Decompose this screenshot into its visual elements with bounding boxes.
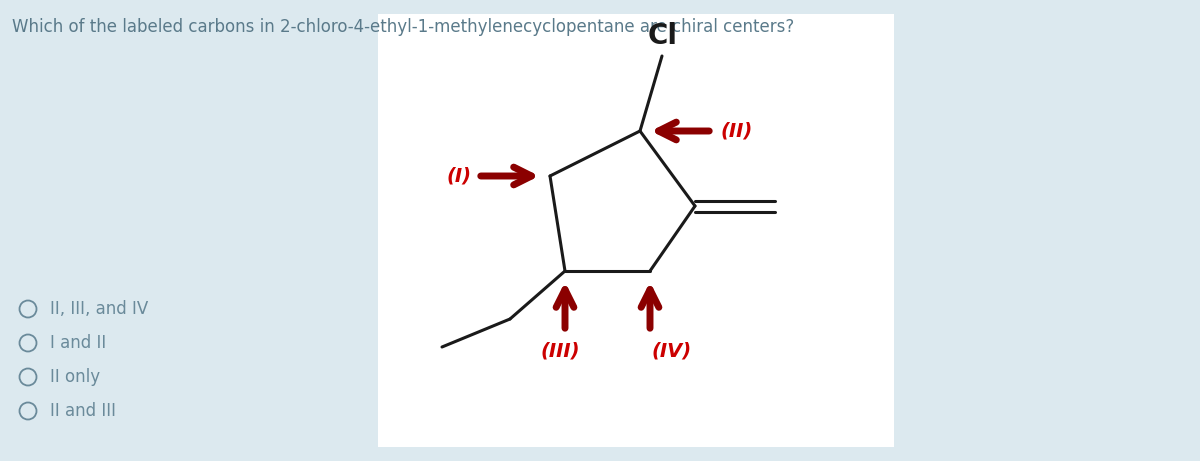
Text: II, III, and IV: II, III, and IV (50, 300, 149, 318)
Text: II only: II only (50, 368, 100, 386)
Text: Cl: Cl (648, 22, 678, 50)
Text: I and II: I and II (50, 334, 107, 352)
Text: (I): (I) (446, 166, 472, 185)
Text: (II): (II) (720, 122, 752, 141)
Text: (IV): (IV) (652, 341, 692, 360)
Text: II and III: II and III (50, 402, 116, 420)
Text: (III): (III) (540, 341, 580, 360)
FancyBboxPatch shape (378, 14, 894, 447)
Text: Which of the labeled carbons in 2-chloro-4-ethyl-1-methylenecyclopentane are chi: Which of the labeled carbons in 2-chloro… (12, 18, 794, 36)
